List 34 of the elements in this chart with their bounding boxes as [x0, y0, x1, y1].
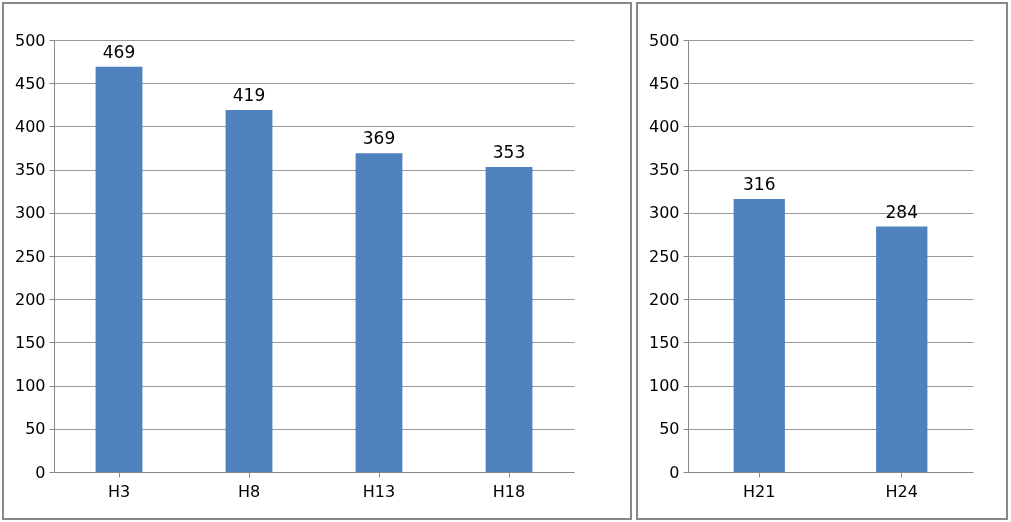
y-tick-label: 250 — [14, 246, 46, 266]
y-tick-label: 300 — [14, 203, 46, 223]
y-tick-label: 200 — [648, 289, 680, 309]
x-tick-label: H8 — [237, 481, 261, 501]
y-tick-label: 50 — [25, 419, 46, 439]
y-tick-label: 100 — [14, 376, 46, 396]
y-tick-label: 0 — [35, 462, 46, 482]
x-tick-label: H13 — [362, 481, 396, 501]
y-tick-label: 0 — [669, 462, 680, 482]
y-tick-label: 400 — [648, 116, 680, 136]
y-tick-label: 200 — [14, 289, 46, 309]
y-tick-label: 50 — [659, 419, 680, 439]
data-label: 284 — [885, 201, 918, 222]
x-tick-label: H24 — [885, 481, 918, 501]
y-tick-label: 350 — [14, 160, 46, 180]
y-tick-label: 400 — [14, 116, 46, 136]
x-tick-label: H18 — [492, 481, 526, 501]
data-label: 369 — [362, 128, 396, 149]
y-tick-label: 250 — [648, 246, 680, 266]
x-tick-label: H21 — [743, 481, 776, 501]
y-tick-label: 500 — [14, 30, 46, 50]
y-tick-label: 100 — [648, 376, 680, 396]
x-tick-label: H3 — [107, 481, 131, 501]
y-tick-label: 150 — [648, 332, 680, 352]
y-tick-label: 450 — [648, 73, 680, 93]
data-label: 353 — [492, 142, 526, 163]
y-tick-label: 150 — [14, 332, 46, 352]
y-tick-label: 450 — [14, 73, 46, 93]
y-tick-label: 350 — [648, 160, 680, 180]
y-tick-label: 300 — [648, 203, 680, 223]
data-label: 469 — [102, 41, 136, 62]
data-label: 419 — [232, 84, 266, 105]
y-tick-label: 500 — [648, 30, 680, 50]
data-label: 316 — [743, 173, 776, 194]
